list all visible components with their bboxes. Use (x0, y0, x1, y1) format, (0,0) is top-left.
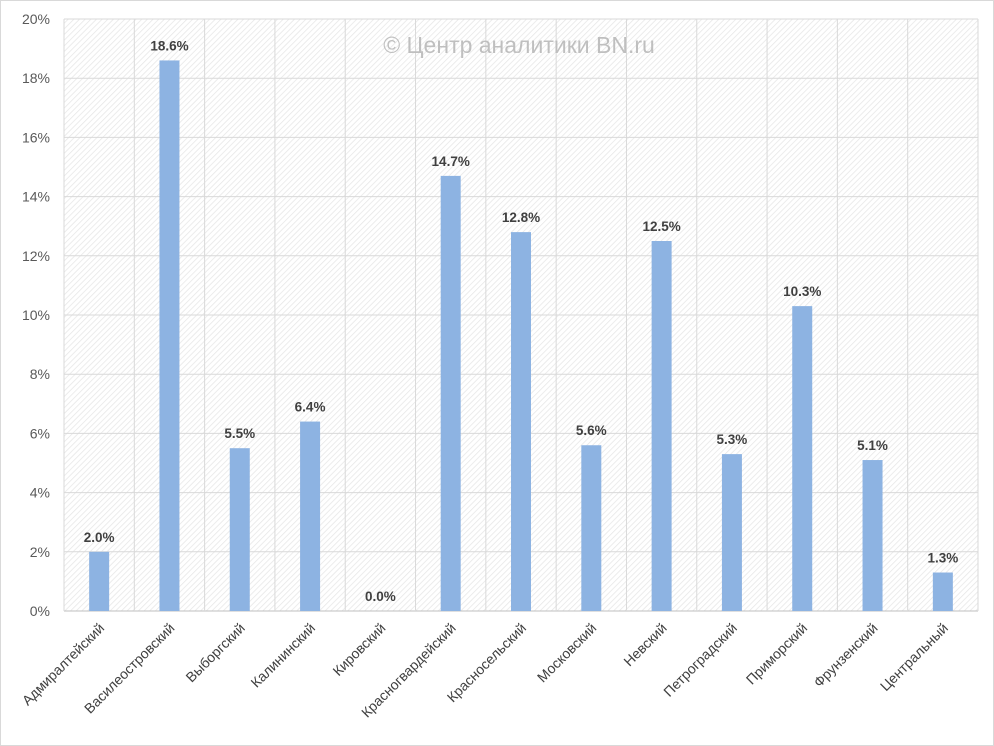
y-tick-label: 0% (30, 603, 50, 619)
bar (159, 60, 180, 611)
y-tick-label: 12% (22, 248, 50, 264)
data-label: 2.0% (84, 530, 115, 545)
bar (440, 175, 461, 611)
y-tick-label: 18% (22, 70, 50, 86)
bar (300, 421, 321, 611)
y-tick-label: 8% (30, 366, 50, 382)
y-tick-label: 14% (22, 189, 50, 205)
x-category-label: Кировский (329, 620, 388, 679)
bar (229, 448, 250, 611)
y-tick-label: 16% (22, 129, 50, 145)
data-label: 14.7% (432, 154, 470, 169)
bar (581, 445, 602, 611)
data-label: 0.0% (365, 589, 396, 604)
y-tick-label: 2% (30, 544, 50, 560)
data-label: 1.3% (927, 551, 958, 566)
y-tick-label: 4% (30, 485, 50, 501)
data-label: 18.6% (150, 38, 188, 53)
data-label: 12.8% (502, 210, 540, 225)
bar (651, 241, 672, 611)
data-label: 5.3% (717, 432, 748, 447)
data-label: 10.3% (783, 284, 821, 299)
data-label: 5.1% (857, 438, 888, 453)
data-label: 5.6% (576, 423, 607, 438)
x-category-label: Невский (620, 620, 669, 669)
x-category-label: Центральный (877, 620, 951, 694)
x-category-label: Калининский (247, 620, 318, 691)
bar (862, 460, 883, 611)
x-category-label: Выборгский (182, 620, 247, 685)
x-category-label: Петроградский (660, 620, 740, 700)
x-category-label: Московский (534, 620, 600, 686)
x-category-label: Фрунзенский (810, 620, 880, 690)
x-category-label: Приморский (743, 620, 811, 688)
bar (89, 551, 110, 611)
data-label: 12.5% (642, 219, 680, 234)
watermark: © Центр аналитики BN.ru (383, 32, 655, 58)
bar (721, 454, 742, 611)
y-tick-label: 10% (22, 307, 50, 323)
y-tick-label: 6% (30, 425, 50, 441)
bar (932, 572, 953, 611)
bar (511, 232, 531, 611)
y-tick-label: 20% (22, 11, 50, 27)
bar (792, 306, 813, 611)
data-label: 5.5% (224, 426, 255, 441)
data-label: 6.4% (295, 400, 326, 415)
